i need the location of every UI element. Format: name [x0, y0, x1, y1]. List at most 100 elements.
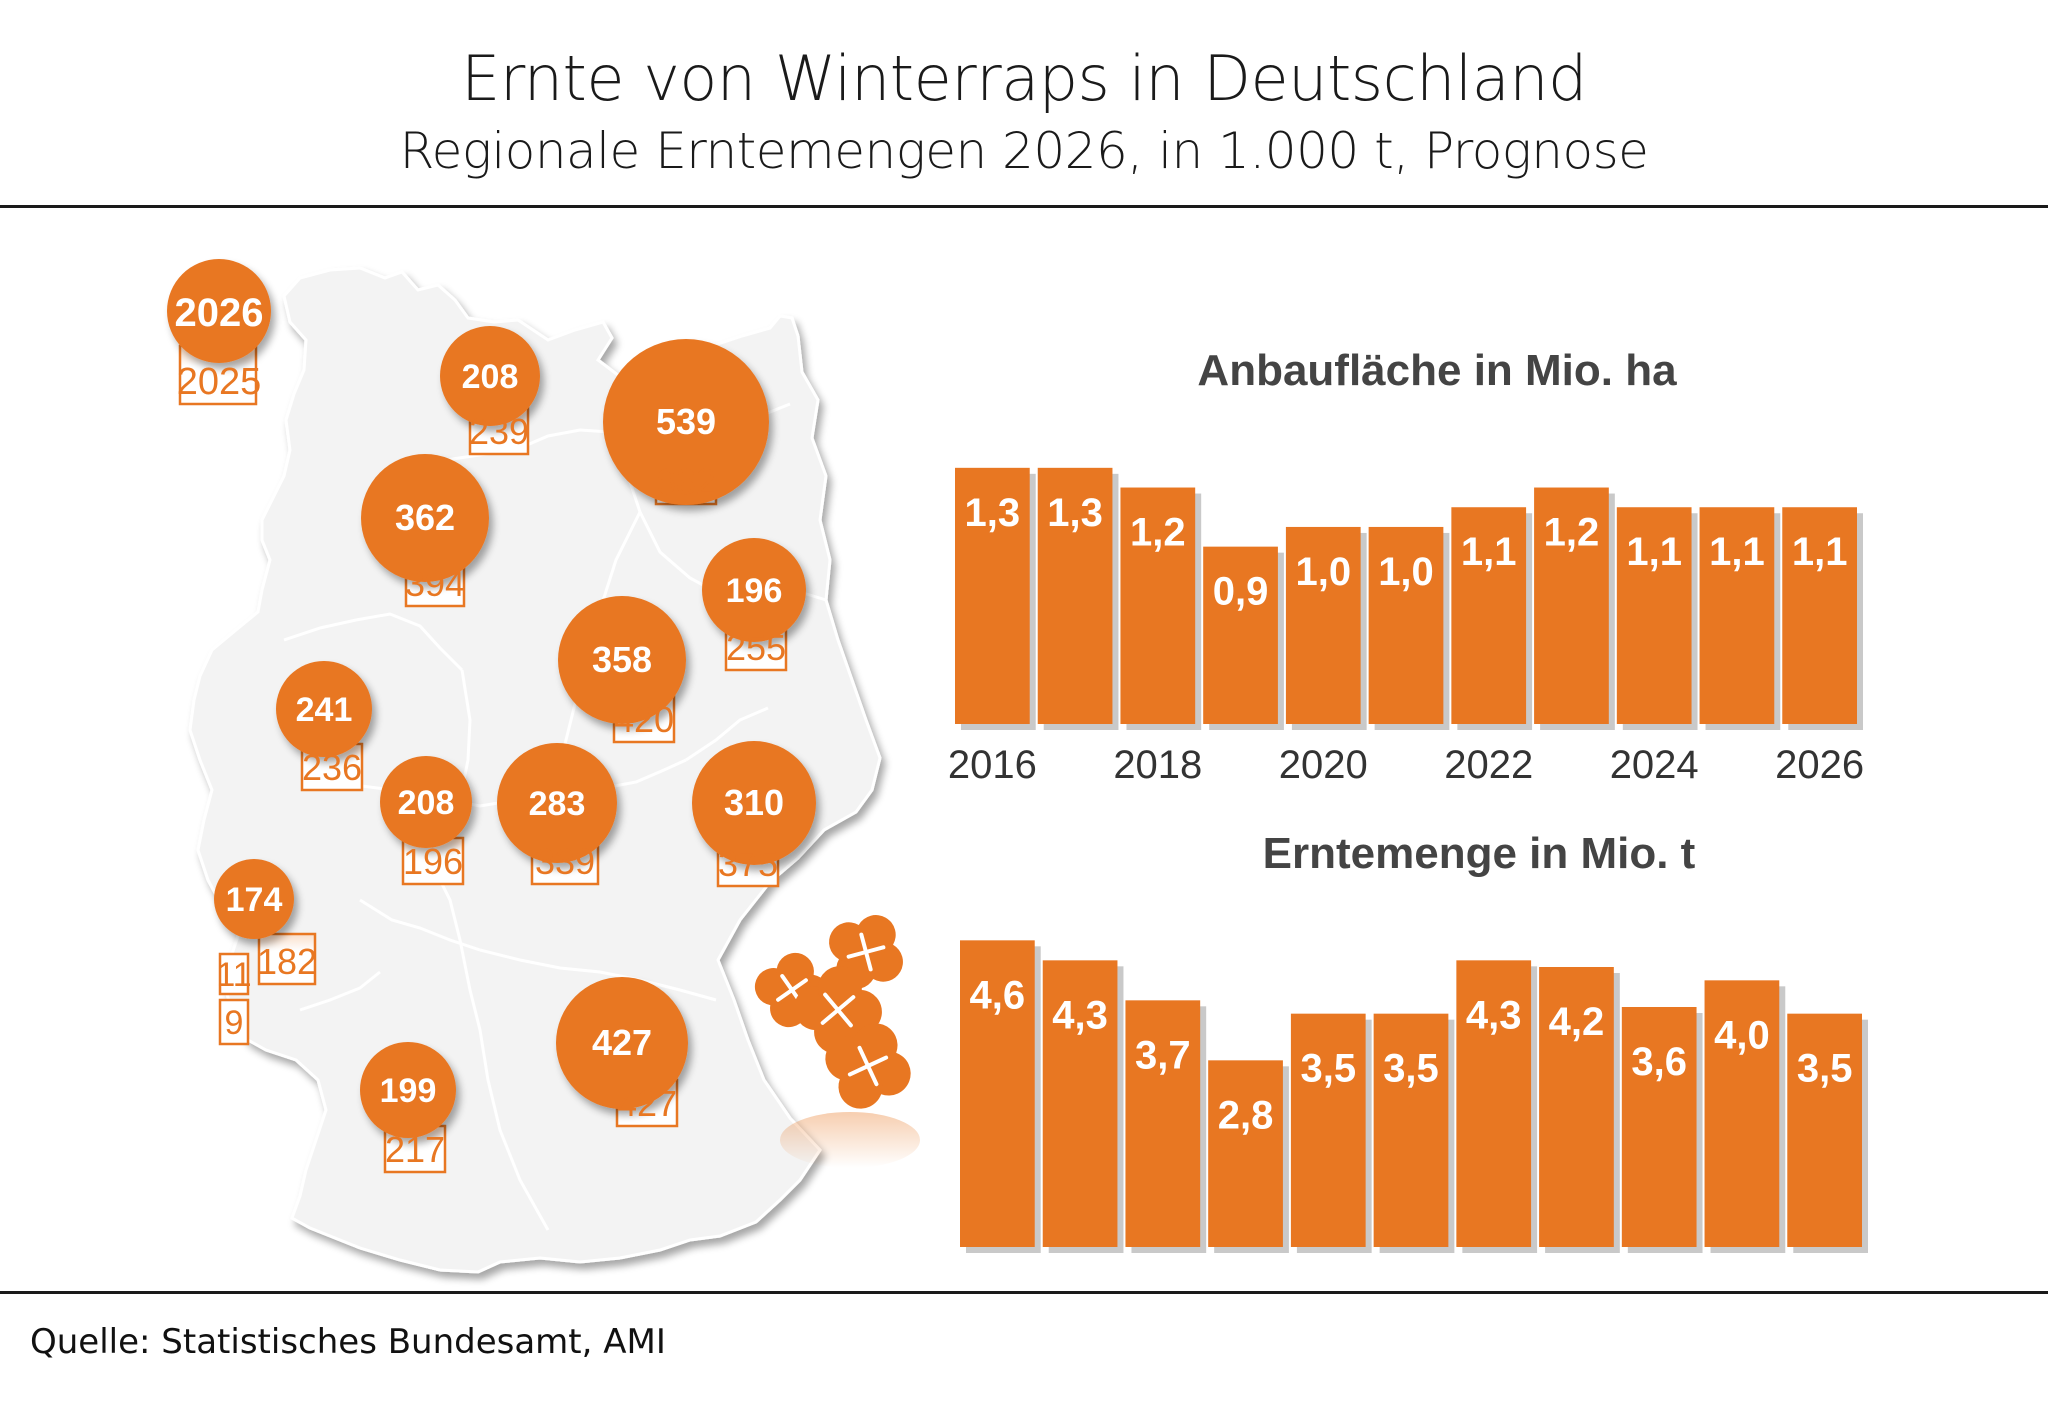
bar-value-label: 1,2 — [1544, 511, 1600, 555]
legend-bubble: 2026 2025 — [167, 259, 271, 406]
region-previous-value: 682 — [656, 461, 716, 502]
legend-reflection — [181, 348, 255, 366]
source-note: Quelle: Statistisches Bundesamt, AMI — [30, 1322, 666, 1362]
x-tick-label: 2026 — [1775, 743, 1864, 787]
region-current-circle — [380, 756, 472, 848]
region-marker: 362 394 — [361, 454, 489, 608]
region-reflection — [533, 839, 597, 855]
region-reflection — [260, 935, 314, 951]
region-reflection — [471, 409, 527, 425]
flower-stamen — [859, 932, 868, 954]
bar-value-label: 3,5 — [1383, 1047, 1439, 1091]
region-current-circle — [440, 326, 540, 426]
region-previous-value: 394 — [405, 563, 465, 604]
bar — [1534, 487, 1609, 724]
region-previous-value: 236 — [302, 747, 362, 788]
bar — [1451, 507, 1527, 724]
region-previous-value: 182 — [257, 941, 317, 982]
region-reflection — [615, 695, 673, 711]
region-current-circle — [556, 977, 688, 1109]
chart-title: Anbaufläche in Mio. ha — [1197, 346, 1677, 395]
region-reflection — [404, 839, 462, 855]
flower-stamen — [776, 988, 794, 1002]
bar-value-label: 1,0 — [1378, 550, 1434, 594]
bar-value-label: 3,7 — [1135, 1033, 1191, 1077]
region-previous-value: 255 — [726, 627, 786, 668]
x-tick-label: 2018 — [1113, 743, 1202, 787]
flower-stamen — [846, 950, 868, 959]
region-current-value: 427 — [592, 1022, 652, 1063]
bar-value-label: 1,1 — [1709, 530, 1765, 574]
page-title: Ernte von Winterraps in Deutschland — [461, 42, 1587, 115]
harvest-chart-panel: Erntemenge in Mio. t 4,6 4,3 3,7 2,8 3,5 3,5 4,… — [960, 829, 1868, 1253]
bar-value-label: 3,5 — [1797, 1047, 1853, 1091]
bar — [1787, 1013, 1862, 1247]
flower-stamen — [864, 945, 886, 954]
bar — [1120, 487, 1196, 724]
x-tick-label: 2016 — [948, 743, 1037, 787]
region-current-box — [218, 952, 250, 996]
region-previous-value: 9 — [225, 1004, 244, 1042]
bar — [1373, 1013, 1449, 1247]
bar-value-label: 4,3 — [1052, 993, 1108, 1037]
bar — [1782, 507, 1857, 724]
bar — [1285, 526, 1361, 724]
flower-stamen — [847, 1064, 870, 1077]
region-marker: 199 217 — [360, 1042, 456, 1174]
region-previous-value: 217 — [385, 1129, 445, 1170]
region-current-value: 539 — [656, 401, 716, 442]
legend-current-year: 2026 — [175, 291, 264, 335]
bar-value-label: 2,8 — [1218, 1093, 1274, 1137]
bar — [960, 940, 1035, 1247]
bar-value-label: 4,6 — [970, 973, 1026, 1017]
flower-stamen — [866, 1064, 879, 1087]
bar — [1616, 507, 1692, 724]
region-current-circle — [497, 743, 617, 863]
region-current-circle — [558, 596, 686, 724]
flower-stamen — [857, 1045, 870, 1068]
bar-value-label: 4,0 — [1714, 1013, 1770, 1057]
bar-value-label: 1,2 — [1130, 511, 1186, 555]
bar — [1125, 1000, 1201, 1247]
bar-value-label: 1,3 — [1047, 491, 1103, 535]
bar-value-label: 1,1 — [1461, 530, 1517, 574]
region-reflection — [719, 841, 777, 857]
top-divider — [0, 205, 2048, 208]
region-previous-value: 339 — [535, 841, 595, 882]
region-previous-value: 375 — [718, 843, 778, 884]
region-current-value: 358 — [592, 639, 652, 680]
flower-stamen — [864, 950, 873, 972]
rapeseed-flower-icon — [754, 915, 920, 1168]
region-current-value: 362 — [395, 497, 455, 538]
region-current-value: 174 — [226, 881, 283, 919]
bar — [1208, 1060, 1283, 1247]
region-reflection — [727, 625, 785, 641]
region-current-value: 11 — [216, 956, 251, 994]
bar-value-label: 3,6 — [1631, 1040, 1687, 1084]
bar — [1290, 1013, 1366, 1247]
bar — [1539, 967, 1614, 1247]
region-current-circle — [361, 454, 489, 582]
bar-value-label: 4,2 — [1549, 1000, 1605, 1044]
region-previous-value: 196 — [403, 841, 463, 882]
region-reflection — [407, 557, 463, 573]
x-tick-label: 2022 — [1444, 743, 1533, 787]
region-reflection — [386, 1127, 444, 1143]
region-current-value: 208 — [398, 784, 455, 822]
flower-stamen — [790, 978, 808, 992]
region-marker: 208 196 — [380, 756, 472, 886]
region-current-circle — [214, 859, 294, 939]
bar — [1699, 507, 1775, 724]
flower-stamen — [836, 1008, 853, 1028]
legend-current-circle — [167, 259, 271, 363]
flower-stamen — [780, 974, 794, 992]
